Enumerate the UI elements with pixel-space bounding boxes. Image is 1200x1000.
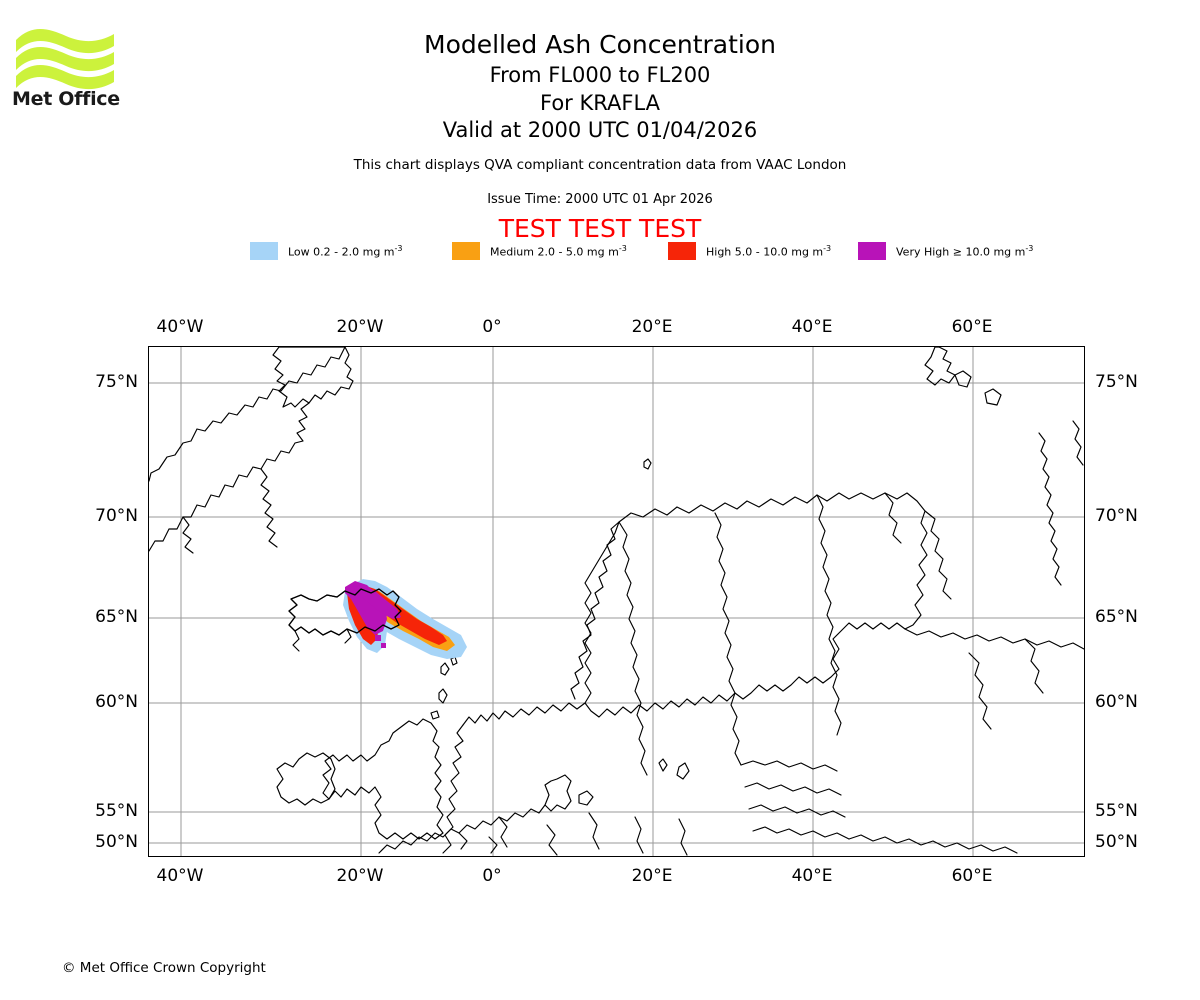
legend-label: Medium 2.0 - 5.0 mg m-3	[490, 243, 627, 259]
latitude-tick-label: 70°N	[95, 506, 138, 526]
latitude-tick-label: 50°N	[95, 832, 138, 852]
iceland-coast-overlay	[288, 588, 402, 636]
latitude-tick-label: 50°N	[1095, 832, 1138, 852]
ash-speckle	[375, 635, 381, 641]
volcano-subtitle: For KRAFLA	[540, 91, 660, 115]
flight-level-subtitle: From FL000 to FL200	[489, 63, 711, 87]
latitude-tick-label: 75°N	[1095, 372, 1138, 392]
map-graphic	[149, 347, 1084, 856]
qva-note: This chart displays QVA compliant concen…	[353, 157, 847, 173]
legend-swatch	[452, 242, 480, 260]
latitude-tick-label: 65°N	[95, 607, 138, 627]
longitude-tick-label: 40°E	[791, 866, 833, 886]
longitude-tick-label: 0°	[482, 317, 502, 337]
longitude-tick-label: 20°E	[631, 866, 673, 886]
longitude-tick-label: 60°E	[951, 317, 993, 337]
coastlines	[149, 347, 1084, 856]
legend-entry: Medium 2.0 - 5.0 mg m-3	[452, 240, 627, 262]
longitude-tick-label: 20°W	[336, 317, 384, 337]
valid-time-subtitle: Valid at 2000 UTC 01/04/2026	[442, 118, 758, 142]
concentration-legend: Low 0.2 - 2.0 mg m-3 Medium 2.0 - 5.0 mg …	[250, 240, 1033, 262]
map-plot-area	[148, 346, 1085, 857]
legend-swatch	[250, 242, 278, 260]
legend-label: Low 0.2 - 2.0 mg m-3	[288, 243, 403, 259]
latitude-tick-label: 75°N	[95, 372, 138, 392]
latitude-tick-label: 60°N	[95, 692, 138, 712]
legend-label: Very High ≥ 10.0 mg m-3	[896, 243, 1034, 259]
met-office-wordmark: Met Office	[12, 88, 120, 110]
longitude-tick-label: 40°W	[156, 866, 204, 886]
latitude-tick-label: 65°N	[1095, 607, 1138, 627]
legend-entry: Low 0.2 - 2.0 mg m-3	[250, 240, 403, 262]
longitude-tick-label: 40°E	[791, 317, 833, 337]
legend-swatch	[858, 242, 886, 260]
legend-entry: Very High ≥ 10.0 mg m-3	[858, 240, 1033, 262]
latitude-tick-label: 60°N	[1095, 692, 1138, 712]
longitude-tick-label: 20°W	[336, 866, 384, 886]
latitude-tick-label: 55°N	[1095, 801, 1138, 821]
issue-time: Issue Time: 2000 UTC 01 Apr 2026	[487, 192, 713, 207]
met-office-waves-icon	[16, 29, 114, 90]
test-banner: TEST TEST TEST	[498, 214, 702, 243]
longitude-tick-label: 60°E	[951, 866, 993, 886]
legend-swatch	[668, 242, 696, 260]
ash-speckle	[381, 643, 386, 648]
longitude-tick-label: 20°E	[631, 317, 673, 337]
latitude-tick-label: 55°N	[95, 801, 138, 821]
ash-contour-veryhigh-core	[353, 585, 401, 619]
legend-entry: High 5.0 - 10.0 mg m-3	[668, 240, 831, 262]
latitude-tick-label: 70°N	[1095, 506, 1138, 526]
chart-title: Modelled Ash Concentration	[424, 30, 776, 59]
longitude-tick-label: 0°	[482, 866, 502, 886]
map-gridlines	[149, 347, 1084, 856]
legend-label: High 5.0 - 10.0 mg m-3	[706, 243, 832, 259]
longitude-tick-label: 40°W	[156, 317, 204, 337]
met-office-logo	[14, 26, 124, 116]
copyright-notice: © Met Office Crown Copyright	[62, 960, 266, 976]
